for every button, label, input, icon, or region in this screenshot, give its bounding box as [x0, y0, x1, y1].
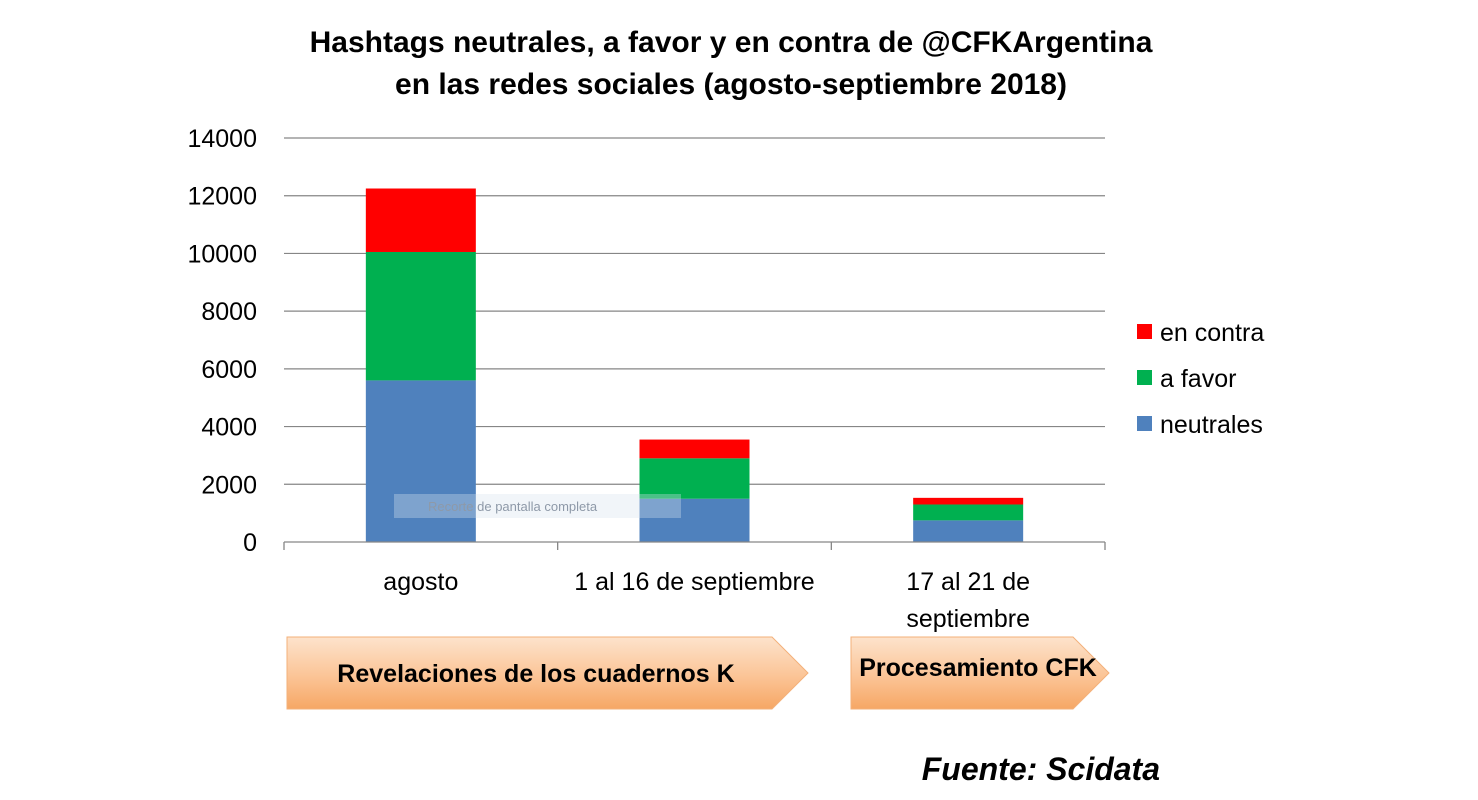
bars — [365, 188, 1024, 542]
bar-neutrales-1 — [365, 380, 476, 542]
phase-arrow-revelaciones: Revelaciones de los cuadernos K — [286, 636, 809, 710]
legend-swatch-neutrales — [1137, 416, 1152, 431]
legend-label-neutrales: neutrales — [1160, 411, 1263, 439]
phase-arrow-procesamiento: Procesamiento CFK — [850, 636, 1110, 710]
x-tick-label: septiembre — [906, 605, 1030, 633]
bar-en-contra-1 — [365, 188, 476, 252]
legend-swatch-a-favor — [1137, 370, 1152, 385]
legend: en contra a favor neutrales — [1137, 319, 1264, 439]
x-tick-label: 17 al 21 de — [906, 568, 1030, 596]
y-tick-label: 2000 — [201, 471, 257, 499]
y-tick-label: 4000 — [201, 414, 257, 442]
y-tick-label: 12000 — [187, 183, 257, 211]
overlay-text: Recorte de pantalla completa — [428, 499, 598, 514]
legend-label-a-favor: a favor — [1160, 365, 1236, 393]
legend-swatch-en-contra — [1137, 324, 1152, 339]
chart-title-line-2: en las redes sociales (agosto-septiembre… — [395, 68, 1067, 101]
bar-en-contra-2 — [639, 439, 750, 459]
y-tick-label: 6000 — [201, 356, 257, 384]
bar-a-favor-3 — [913, 504, 1024, 521]
y-axis: 0 2000 4000 6000 8000 10000 12000 14000 — [187, 125, 257, 557]
bar-neutrales-2 — [639, 498, 750, 542]
bar-a-favor-1 — [365, 251, 476, 381]
overlay-box — [394, 494, 681, 518]
x-tick-label: 1 al 16 de septiembre — [574, 568, 814, 596]
bar-en-contra-3 — [913, 497, 1024, 505]
chart-title-line-1: Hashtags neutrales, a favor y en contra … — [310, 26, 1153, 59]
phase-label-procesamiento: Procesamiento CFK — [859, 654, 1097, 682]
x-tick-label: agosto — [383, 568, 458, 596]
y-tick-label: 0 — [243, 529, 257, 557]
source-label: Fuente: Scidata — [922, 751, 1160, 787]
y-tick-label: 10000 — [187, 240, 257, 268]
bar-neutrales-3 — [913, 520, 1024, 542]
x-axis: agosto 1 al 16 de septiembre 17 al 21 de se… — [283, 542, 1106, 633]
y-tick-label: 8000 — [201, 298, 257, 326]
y-tick-label: 14000 — [187, 125, 257, 153]
bar-a-favor-2 — [639, 458, 750, 499]
phase-label-revelaciones: Revelaciones de los cuadernos K — [337, 660, 734, 688]
legend-label-en-contra: en contra — [1160, 319, 1264, 347]
